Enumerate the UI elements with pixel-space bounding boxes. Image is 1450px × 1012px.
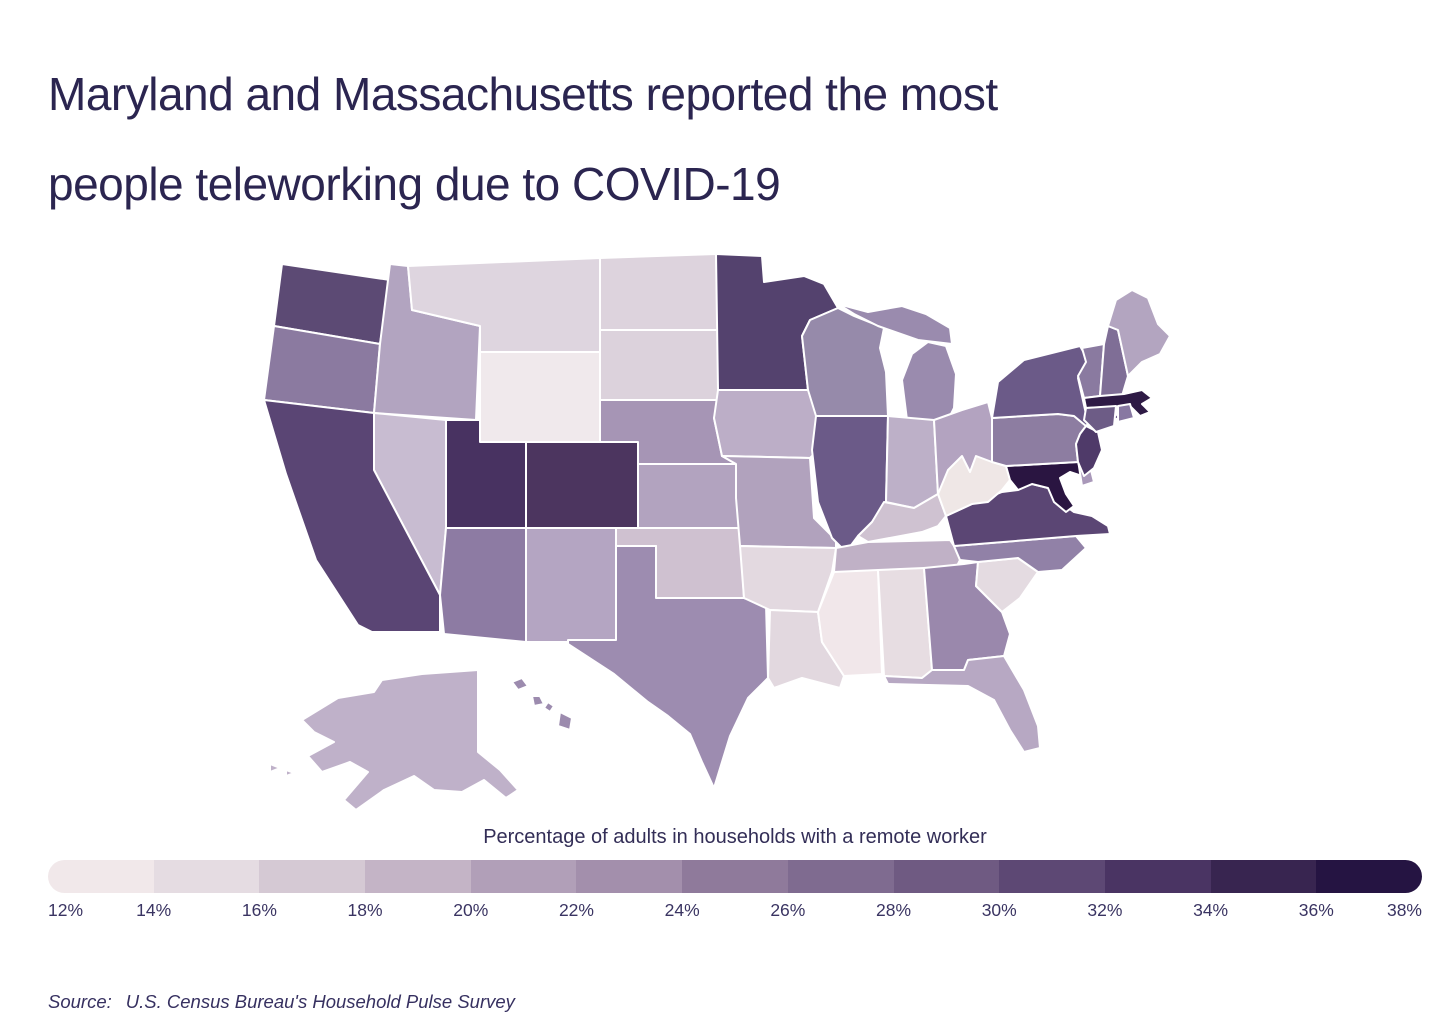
state-connecticut[interactable] (1083, 405, 1117, 433)
state-arizona[interactable] (439, 527, 527, 643)
legend-swatch (365, 860, 471, 893)
state-indiana[interactable] (885, 415, 939, 509)
states-group (263, 253, 1171, 811)
source-text: U.S. Census Bureau's Household Pulse Sur… (125, 990, 515, 1012)
state-maine[interactable] (1107, 289, 1171, 377)
chart-title-line1: Maryland and Massachusetts reported the … (48, 67, 998, 120)
legend-swatch (1104, 860, 1211, 893)
us-choropleth-map (263, 253, 1171, 811)
legend-tick: 38% (1386, 900, 1422, 920)
state-colorado[interactable] (525, 441, 639, 529)
legend-swatch (1210, 860, 1317, 893)
legend-title: Percentage of adults in households with … (483, 826, 987, 848)
legend-tick: 24% (664, 900, 700, 920)
legend-tick: 20% (453, 900, 489, 920)
state-california[interactable] (263, 399, 441, 633)
legend-swatch (153, 860, 260, 893)
legend-swatch (893, 860, 1000, 893)
state-pennsylvania[interactable] (991, 413, 1087, 467)
state-new-mexico[interactable] (525, 527, 617, 643)
state-north-carolina[interactable] (953, 535, 1087, 573)
state-alaska[interactable] (269, 669, 519, 811)
state-new-jersey[interactable] (1075, 425, 1103, 477)
legend-tick: 28% (876, 900, 912, 920)
legend-tick: 34% (1193, 900, 1229, 920)
legend: Percentage of adults in households with … (48, 826, 1422, 924)
legend-swatch (470, 860, 577, 893)
state-alabama[interactable] (877, 567, 933, 679)
state-wisconsin[interactable] (801, 307, 889, 417)
legend-tick: 26% (770, 900, 806, 920)
legend-swatch (787, 860, 894, 893)
state-texas[interactable] (567, 545, 769, 789)
chart-title: Maryland and Massachusetts reported the … (48, 49, 1408, 229)
state-kentucky[interactable] (857, 493, 947, 543)
legend-tick: 12% (48, 900, 84, 920)
legend-tick: 30% (981, 900, 1017, 920)
state-hawaii[interactable] (511, 677, 573, 731)
state-iowa[interactable] (713, 389, 823, 459)
state-florida[interactable] (883, 655, 1041, 753)
legend-tick: 14% (136, 900, 172, 920)
source-line: Source: U.S. Census Bureau's Household Pu… (48, 991, 515, 1012)
legend-swatch (999, 860, 1105, 893)
legend-tick: 32% (1087, 900, 1123, 920)
legend-swatch (1316, 860, 1422, 893)
legend-colorbar (48, 860, 1422, 893)
state-rhode-island[interactable] (1117, 403, 1135, 423)
state-south-dakota[interactable] (599, 329, 721, 401)
legend-swatch (682, 860, 788, 893)
source-label: Source: (48, 990, 112, 1012)
legend-tick: 18% (347, 900, 383, 920)
legend-swatch (48, 860, 154, 893)
legend-tick: 22% (558, 900, 594, 920)
state-wyoming[interactable] (479, 351, 601, 443)
legend-swatch (576, 860, 683, 893)
legend-tick-labels: 12% 14% 16% 18% 20% 22% 24% 26% 28% 30% 32% 34% 36% 3… (48, 900, 1422, 924)
legend-tick: 36% (1298, 900, 1334, 920)
state-kansas[interactable] (637, 463, 741, 529)
legend-swatch (259, 860, 366, 893)
state-north-dakota[interactable] (599, 253, 719, 331)
legend-tick: 16% (241, 900, 277, 920)
chart-title-line2: people teleworking due to COVID-19 (48, 157, 781, 210)
